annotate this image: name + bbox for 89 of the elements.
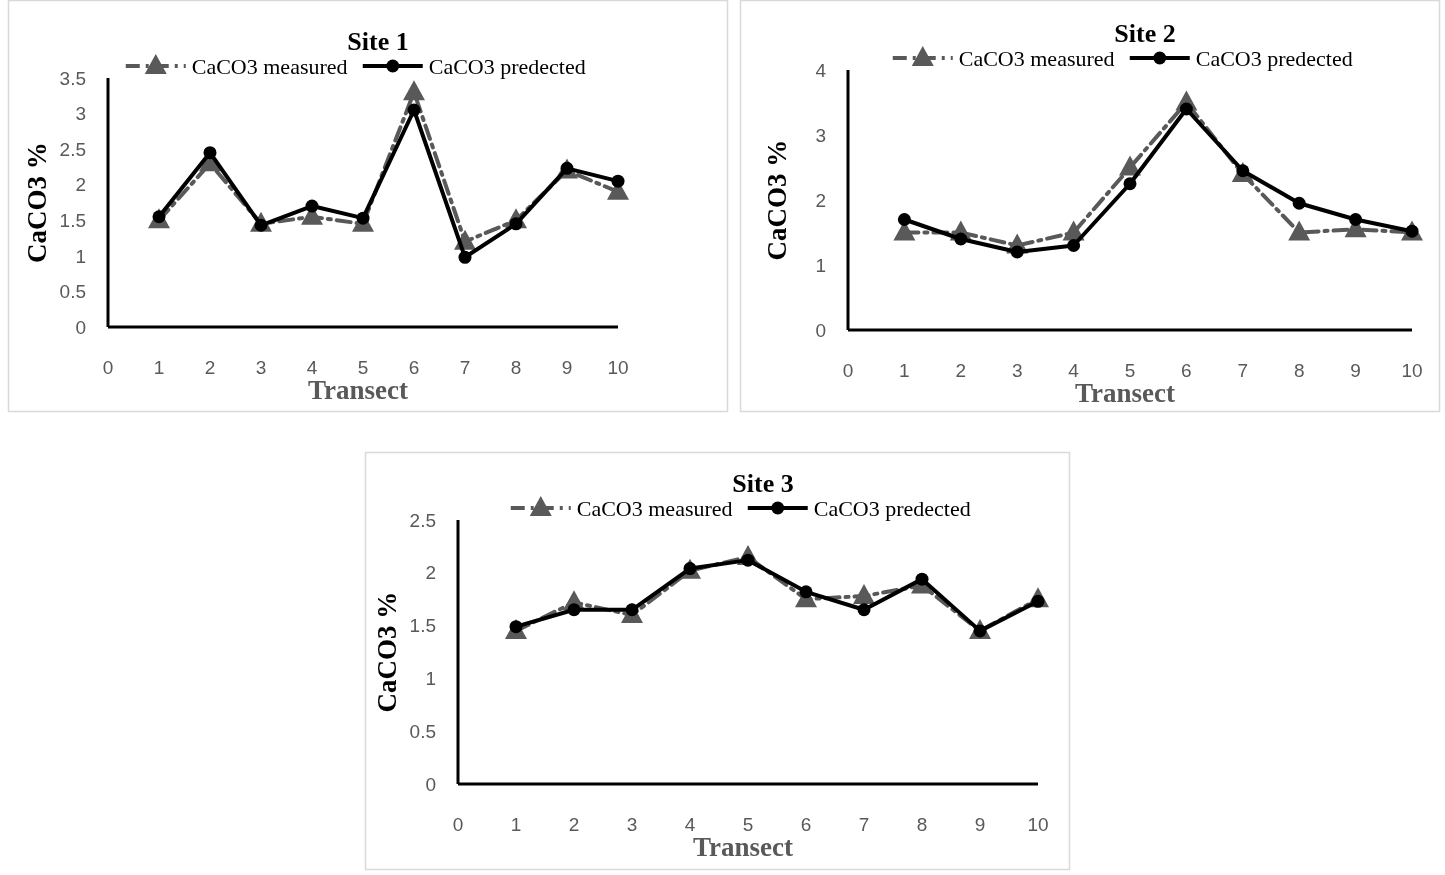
point	[403, 80, 425, 101]
y-tick-label: 2	[75, 174, 86, 196]
x-tick-label: 2	[568, 814, 580, 835]
point	[356, 211, 370, 225]
y-tick-label: 1.5	[59, 209, 86, 231]
x-tick-label: 4	[1068, 360, 1080, 381]
x-tick-label: 1	[899, 360, 910, 381]
point	[1119, 155, 1141, 176]
point	[857, 603, 871, 617]
x-tick-label: 0	[102, 357, 114, 378]
point	[611, 174, 625, 188]
x-tick-label: 7	[1237, 360, 1249, 381]
x-tick-label: 6	[800, 814, 812, 835]
y-tick-label: 3	[75, 103, 86, 125]
x-tick-label: 9	[561, 357, 573, 378]
x-tick-label: 7	[858, 814, 870, 835]
point	[203, 146, 217, 160]
point	[1067, 239, 1081, 252]
point	[954, 232, 968, 246]
x-axis-title: Transect	[1075, 378, 1175, 408]
x-tick-label: 4	[306, 357, 318, 378]
y-tick-label: 1	[425, 668, 436, 690]
x-tick-label: 5	[357, 357, 369, 378]
y-tick-label: 3.5	[59, 67, 86, 89]
x-tick-label: 9	[1350, 360, 1361, 381]
x-tick-label: 0	[452, 814, 464, 835]
x-tick-label: 2	[955, 360, 967, 381]
y-tick-label: 0	[75, 316, 86, 338]
point	[1288, 220, 1311, 241]
point	[915, 572, 929, 586]
x-axis-title: Transect	[308, 375, 408, 405]
y-axis-title: CaCO3 %	[762, 139, 792, 261]
y-axis-title: CaCO3 %	[22, 142, 52, 263]
y-tick-label: 0.5	[59, 281, 86, 303]
y-tick-label: 4	[815, 59, 827, 81]
y-tick-label: 0	[815, 319, 826, 341]
point	[567, 603, 581, 617]
point	[853, 584, 875, 605]
point	[305, 199, 319, 213]
y-tick-label: 0.5	[409, 720, 436, 742]
x-tick-label: 0	[842, 360, 854, 381]
chart-title: Site 1	[347, 27, 409, 56]
x-tick-label: 4	[684, 814, 696, 835]
y-tick-label: 3	[815, 124, 826, 146]
y-tick-label: 2	[425, 562, 436, 584]
x-tick-label: 1	[153, 357, 165, 378]
point	[1179, 102, 1193, 116]
x-tick-label: 6	[408, 357, 420, 378]
point	[1010, 245, 1024, 259]
y-tick-label: 2.5	[59, 138, 86, 160]
x-tick-label: 1	[510, 814, 522, 835]
legend-label: CaCO3 predected	[1195, 45, 1353, 71]
x-tick-label: 10	[1401, 360, 1423, 381]
legend-label: CaCO3 measured	[191, 53, 348, 79]
x-tick-label: 5	[742, 814, 754, 835]
y-tick-label: 1.5	[409, 615, 436, 637]
x-tick-label: 3	[1011, 360, 1023, 381]
point	[1123, 177, 1137, 191]
point	[458, 250, 472, 264]
x-tick-label: 8	[916, 814, 928, 835]
legend-label: CaCO3 measured	[958, 45, 1115, 71]
point	[1349, 213, 1363, 226]
legend-label: CaCO3 measured	[576, 495, 733, 521]
x-tick-label: 3	[255, 357, 267, 378]
x-tick-label: 5	[1124, 360, 1136, 381]
y-tick-label: 1	[75, 245, 86, 267]
x-tick-label: 3	[626, 814, 638, 835]
chart-title: Site 2	[1114, 19, 1176, 48]
point	[407, 103, 421, 117]
y-tick-label: 1	[815, 254, 826, 276]
point	[799, 585, 813, 599]
point	[897, 213, 911, 226]
x-tick-label: 6	[1181, 360, 1192, 381]
x-tick-label: 9	[974, 814, 986, 835]
x-tick-label: 8	[1293, 360, 1305, 381]
x-axis-title: Transect	[693, 832, 793, 862]
y-axis-title: CaCO3 %	[372, 591, 402, 713]
y-tick-label: 2	[815, 189, 826, 211]
x-tick-label: 8	[510, 357, 522, 378]
point	[1292, 196, 1306, 210]
legend-label: CaCO3 predected	[813, 495, 971, 521]
y-tick-label: 2.5	[409, 509, 436, 531]
x-tick-label: 2	[204, 357, 216, 378]
y-tick-label: 0	[425, 773, 436, 795]
legend-label: CaCO3 predected	[428, 53, 586, 79]
x-tick-label: 10	[1027, 814, 1049, 835]
chart-title: Site 3	[732, 469, 794, 498]
x-tick-label: 10	[607, 357, 629, 378]
x-tick-label: 7	[459, 357, 471, 378]
